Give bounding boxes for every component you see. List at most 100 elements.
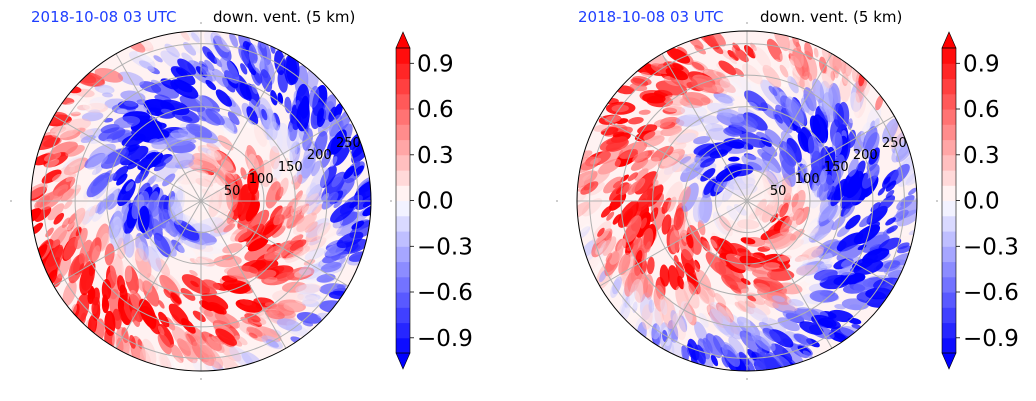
field-cell: [695, 279, 715, 306]
field-cell: [843, 204, 855, 218]
field-cell: [692, 260, 700, 272]
field-cell: [86, 172, 111, 198]
field-cell: [170, 129, 196, 141]
field-cell: [98, 87, 113, 94]
field-cell: [710, 307, 724, 324]
field-cell: [662, 107, 678, 115]
field-cell: [785, 98, 805, 128]
field-cell: [734, 301, 747, 312]
field-cell: [624, 272, 636, 297]
field-cell: [263, 242, 293, 261]
field-cell: [863, 231, 888, 249]
field-cell: [753, 173, 772, 193]
field-cell: [600, 205, 613, 218]
field-cell: [762, 327, 781, 343]
field-cell: [305, 180, 322, 202]
field-cell: [728, 141, 745, 149]
field-cell: [213, 219, 234, 234]
field-cell: [786, 137, 802, 163]
field-cell: [624, 215, 642, 243]
colorbar-tick-label: −0.9: [963, 326, 1019, 352]
field-cell: [121, 133, 146, 147]
field-cell: [773, 59, 791, 84]
field-cell: [85, 196, 97, 211]
field-cell: [710, 301, 731, 326]
field-cell: [787, 239, 804, 250]
field-cell: [794, 254, 810, 262]
field-cell: [211, 335, 221, 344]
field-cell: [183, 42, 197, 56]
radial-tick-label: 250: [882, 136, 907, 151]
field-cell: [755, 198, 767, 216]
field-cell: [283, 54, 298, 86]
field-cell: [137, 50, 154, 63]
field-cell: [88, 109, 101, 115]
chart-date-title: 2018-10-08 03 UTC: [578, 8, 724, 26]
field-cell: [597, 256, 606, 268]
field-cell: [294, 190, 303, 202]
field-cell: [819, 80, 834, 110]
field-cell: [839, 75, 851, 103]
field-cell: [282, 157, 290, 173]
angular-gridline: [746, 53, 833, 202]
field-cell: [207, 336, 225, 354]
field-cell: [896, 195, 915, 211]
field-cell: [678, 315, 688, 333]
field-cell: [768, 85, 778, 97]
field-cell: [117, 275, 126, 294]
colorbar-level: [396, 322, 410, 339]
field-cell: [648, 299, 655, 313]
field-cell: [205, 185, 219, 208]
colorbar-level: [396, 170, 410, 186]
field-cell: [249, 98, 261, 119]
colorbar-level: [942, 231, 956, 247]
field-cell: [91, 245, 101, 263]
field-cell: [88, 204, 98, 217]
field-cell: [88, 262, 96, 277]
field-cell: [289, 141, 301, 165]
field-cell: [202, 46, 215, 62]
field-cell: [276, 122, 291, 155]
field-cell: [69, 160, 86, 173]
field-cell: [248, 44, 265, 74]
radial-tick-label: 100: [249, 172, 274, 187]
radial-tick-label: 150: [278, 160, 303, 175]
field-cell: [676, 132, 697, 143]
colorbar-level: [396, 93, 410, 110]
angular-gridline: [200, 115, 349, 202]
angular-gridline: [200, 53, 287, 202]
field-cell: [746, 306, 769, 322]
field-cell: [763, 231, 794, 250]
field-cell: [247, 168, 259, 195]
field-cell: [619, 303, 626, 315]
field-cell: [591, 230, 612, 258]
field-cell: [171, 239, 185, 253]
angular-tick-mark: [10, 200, 12, 202]
field-cell: [297, 292, 318, 302]
colorbar-level: [396, 276, 410, 293]
angular-gridline: [746, 115, 895, 202]
field-cell: [805, 284, 820, 291]
field-cell: [777, 317, 800, 332]
field-cell: [590, 157, 602, 165]
field-cell: [269, 145, 280, 170]
field-cell: [680, 157, 701, 173]
field-cell: [47, 203, 65, 221]
field-cell: [885, 217, 896, 226]
field-cell: [62, 280, 77, 307]
field-cell: [202, 279, 221, 290]
colorbar-level: [942, 200, 956, 217]
field-cell: [41, 169, 62, 184]
field-cell: [795, 218, 809, 232]
field-cell: [668, 129, 699, 145]
angular-tick-mark: [746, 378, 748, 380]
field-cell: [240, 316, 254, 325]
field-cell: [301, 299, 320, 308]
field-cell: [905, 171, 917, 186]
field-cell: [91, 296, 101, 317]
field-cell: [298, 283, 322, 294]
field-cell: [343, 165, 355, 180]
field-cell: [734, 184, 763, 199]
polar-frame: [576, 30, 918, 372]
field-cell: [98, 127, 126, 142]
